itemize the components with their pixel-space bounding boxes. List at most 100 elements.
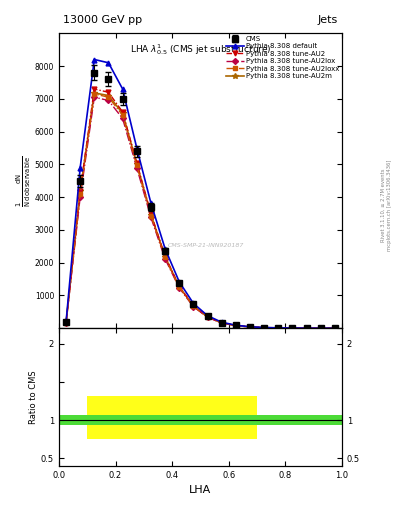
Pythia 8.308 default xyxy=(92,56,97,62)
Pythia 8.308 tune-AU2 xyxy=(290,325,295,331)
Pythia 8.308 tune-AU2loxx xyxy=(120,112,125,118)
Pythia 8.308 tune-AU2 xyxy=(106,89,111,95)
Line: Pythia 8.308 tune-AU2loxx: Pythia 8.308 tune-AU2loxx xyxy=(64,92,337,330)
Pythia 8.308 tune-AU2m xyxy=(163,254,167,260)
Pythia 8.308 tune-AU2loxx xyxy=(92,91,97,97)
Pythia 8.308 default xyxy=(248,324,252,330)
Line: Pythia 8.308 tune-AU2lox: Pythia 8.308 tune-AU2lox xyxy=(64,95,337,330)
Pythia 8.308 tune-AU2m xyxy=(177,284,182,290)
Pythia 8.308 tune-AU2m xyxy=(78,188,83,195)
Pythia 8.308 tune-AU2m xyxy=(219,320,224,326)
Pythia 8.308 tune-AU2m xyxy=(276,325,281,331)
Pythia 8.308 default xyxy=(262,325,266,331)
Pythia 8.308 tune-AU2loxx xyxy=(149,212,153,219)
Pythia 8.308 tune-AU2 xyxy=(191,303,196,309)
Pythia 8.308 tune-AU2m xyxy=(262,325,266,331)
Pythia 8.308 tune-AU2 xyxy=(134,160,139,166)
Pythia 8.308 default xyxy=(318,325,323,331)
Pythia 8.308 tune-AU2 xyxy=(149,210,153,217)
Pythia 8.308 tune-AU2m xyxy=(290,325,295,331)
Pythia 8.308 tune-AU2 xyxy=(318,325,323,331)
Pythia 8.308 default xyxy=(219,319,224,325)
Pythia 8.308 tune-AU2m xyxy=(120,110,125,116)
Pythia 8.308 tune-AU2lox xyxy=(276,325,281,331)
Pythia 8.308 tune-AU2lox xyxy=(233,323,238,329)
Legend: CMS, Pythia 8.308 default, Pythia 8.308 tune-AU2, Pythia 8.308 tune-AU2lox, Pyth: CMS, Pythia 8.308 default, Pythia 8.308 … xyxy=(225,35,340,80)
Pythia 8.308 default xyxy=(120,86,125,92)
Pythia 8.308 default xyxy=(78,164,83,170)
Text: LHA $\lambda^{1}_{0.5}$ (CMS jet substructure): LHA $\lambda^{1}_{0.5}$ (CMS jet substru… xyxy=(130,42,271,57)
Pythia 8.308 default xyxy=(134,145,139,151)
Pythia 8.308 tune-AU2 xyxy=(78,187,83,194)
Pythia 8.308 tune-AU2loxx xyxy=(134,162,139,168)
Pythia 8.308 tune-AU2 xyxy=(92,86,97,92)
Pythia 8.308 tune-AU2m xyxy=(332,325,337,331)
Pythia 8.308 default xyxy=(106,60,111,66)
Pythia 8.308 tune-AU2loxx xyxy=(219,320,224,326)
Pythia 8.308 default xyxy=(233,322,238,328)
Pythia 8.308 tune-AU2 xyxy=(248,324,252,330)
Pythia 8.308 tune-AU2lox xyxy=(120,115,125,121)
Line: Pythia 8.308 tune-AU2: Pythia 8.308 tune-AU2 xyxy=(64,87,337,331)
Line: Pythia 8.308 default: Pythia 8.308 default xyxy=(64,57,337,331)
Y-axis label: Ratio to CMS: Ratio to CMS xyxy=(29,370,38,424)
Pythia 8.308 tune-AU2m xyxy=(304,325,309,331)
Pythia 8.308 default xyxy=(304,325,309,331)
Text: CMS-SMP-21-INN920187: CMS-SMP-21-INN920187 xyxy=(168,243,244,248)
Pythia 8.308 tune-AU2loxx xyxy=(177,284,182,290)
Pythia 8.308 tune-AU2m xyxy=(318,325,323,331)
Pythia 8.308 tune-AU2 xyxy=(233,323,238,329)
Pythia 8.308 tune-AU2loxx xyxy=(233,323,238,329)
Pythia 8.308 tune-AU2lox xyxy=(177,285,182,291)
Y-axis label: $\frac{1}{\mathrm{N}}\frac{\mathrm{d}\mathrm{N}}{\mathrm{d}\,\mathrm{observable}: $\frac{1}{\mathrm{N}}\frac{\mathrm{d}\ma… xyxy=(15,155,33,206)
Pythia 8.308 tune-AU2lox xyxy=(290,325,295,331)
Pythia 8.308 tune-AU2m xyxy=(205,314,210,320)
Text: Rivet 3.1.10, ≥ 2.7M events: Rivet 3.1.10, ≥ 2.7M events xyxy=(381,168,386,242)
Pythia 8.308 default xyxy=(177,279,182,285)
Pythia 8.308 tune-AU2 xyxy=(64,320,68,326)
Pythia 8.308 default xyxy=(191,300,196,306)
Text: Jets: Jets xyxy=(318,15,338,25)
Pythia 8.308 tune-AU2m xyxy=(233,323,238,329)
Pythia 8.308 default xyxy=(163,246,167,252)
Pythia 8.308 tune-AU2loxx xyxy=(304,325,309,331)
Pythia 8.308 tune-AU2lox xyxy=(332,325,337,331)
Pythia 8.308 tune-AU2 xyxy=(205,314,210,320)
Pythia 8.308 tune-AU2loxx xyxy=(290,325,295,331)
Pythia 8.308 tune-AU2lox xyxy=(78,194,83,200)
Pythia 8.308 tune-AU2lox xyxy=(219,320,224,326)
Pythia 8.308 tune-AU2 xyxy=(276,325,281,331)
Pythia 8.308 tune-AU2lox xyxy=(318,325,323,331)
Pythia 8.308 tune-AU2 xyxy=(120,109,125,115)
Pythia 8.308 tune-AU2lox xyxy=(191,304,196,310)
Line: Pythia 8.308 tune-AU2m: Pythia 8.308 tune-AU2m xyxy=(63,90,338,331)
Pythia 8.308 tune-AU2m xyxy=(248,324,252,330)
Pythia 8.308 tune-AU2loxx xyxy=(262,325,266,331)
Pythia 8.308 tune-AU2m xyxy=(106,93,111,99)
Pythia 8.308 default xyxy=(64,319,68,326)
Pythia 8.308 default xyxy=(290,325,295,331)
Pythia 8.308 tune-AU2loxx xyxy=(248,324,252,330)
Pythia 8.308 tune-AU2lox xyxy=(163,255,167,262)
Pythia 8.308 default xyxy=(332,325,337,331)
Pythia 8.308 default xyxy=(205,312,210,318)
Pythia 8.308 default xyxy=(276,325,281,331)
Pythia 8.308 tune-AU2lox xyxy=(262,325,266,331)
Text: 13000 GeV pp: 13000 GeV pp xyxy=(63,15,142,25)
Pythia 8.308 tune-AU2loxx xyxy=(106,94,111,100)
Pythia 8.308 tune-AU2loxx xyxy=(332,325,337,331)
Pythia 8.308 tune-AU2 xyxy=(177,283,182,289)
Pythia 8.308 default xyxy=(149,200,153,206)
Pythia 8.308 tune-AU2m xyxy=(64,320,68,326)
Pythia 8.308 tune-AU2 xyxy=(304,325,309,331)
Pythia 8.308 tune-AU2lox xyxy=(205,314,210,321)
Pythia 8.308 tune-AU2loxx xyxy=(191,303,196,309)
X-axis label: LHA: LHA xyxy=(189,485,211,495)
Pythia 8.308 tune-AU2lox xyxy=(64,320,68,326)
Pythia 8.308 tune-AU2 xyxy=(262,325,266,331)
Pythia 8.308 tune-AU2lox xyxy=(149,215,153,221)
Pythia 8.308 tune-AU2lox xyxy=(248,324,252,330)
Pythia 8.308 tune-AU2 xyxy=(163,253,167,259)
Pythia 8.308 tune-AU2m xyxy=(191,303,196,309)
Pythia 8.308 tune-AU2m xyxy=(92,90,97,96)
